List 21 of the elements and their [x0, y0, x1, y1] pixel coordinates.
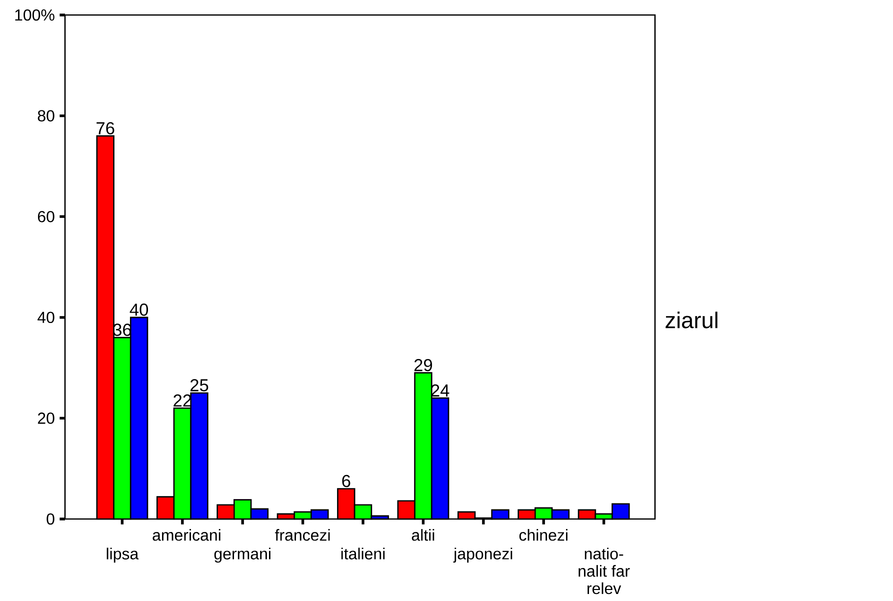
x-tick-label: germani: [214, 548, 270, 563]
y-tick-label: 80: [38, 110, 54, 122]
x-tick-label: chinezi: [519, 529, 568, 541]
y-tick-label: 20: [38, 412, 54, 424]
x-tick-label: altii: [412, 529, 434, 541]
data-label: 25: [190, 379, 208, 392]
data-label: 29: [414, 358, 432, 372]
x-tick-label: francezi: [275, 529, 330, 541]
y-tick-label: 60: [38, 210, 54, 222]
data-label: 40: [130, 304, 148, 316]
y-tick-label: 40: [38, 312, 54, 324]
data-label: 76: [96, 122, 114, 134]
x-tick-label: italieni: [341, 548, 385, 560]
x-tick-label: natio-nalit far relev: [578, 548, 630, 594]
y-tick-label: 100%: [15, 9, 54, 21]
x-tick-label: americani: [152, 529, 220, 541]
y-tick-label: 0: [46, 513, 54, 525]
x-tick-label: lipsa: [106, 548, 139, 563]
data-label: 6: [342, 474, 350, 488]
x-tick-label: japonezi: [453, 548, 512, 563]
legend-title: ziarul: [666, 312, 718, 328]
